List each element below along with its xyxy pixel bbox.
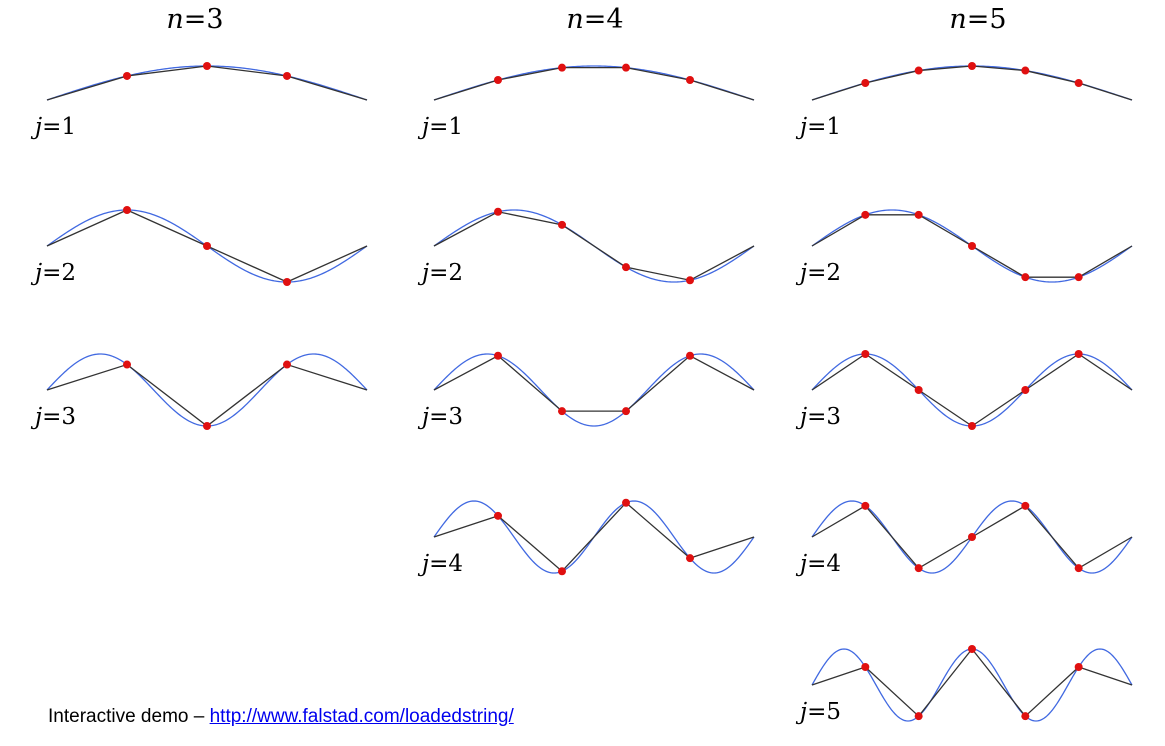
mass-4 (1021, 501, 1030, 510)
mass-2 (203, 242, 211, 250)
mode-plot-n3-j3 (46, 353, 368, 430)
string-segments (433, 67, 755, 101)
standing-wave-curve (433, 65, 755, 101)
mass-4 (1021, 273, 1030, 282)
mass-5 (1074, 273, 1083, 282)
mass-5 (1074, 350, 1083, 358)
mass-1 (861, 210, 870, 219)
mode-label-n5-j3: j=3 (800, 404, 842, 430)
mass-3 (622, 63, 630, 72)
string-segments (46, 65, 368, 101)
mode-plot-n4-j1 (433, 63, 755, 101)
mass-1 (123, 206, 131, 214)
mass-1 (861, 501, 870, 510)
mass-4 (1021, 712, 1030, 721)
mode-plot-n5-j4 (811, 500, 1133, 574)
mass-1 (494, 76, 502, 85)
column-title-n3: n=3 (166, 4, 224, 35)
mass-1 (861, 663, 870, 671)
mass-2 (914, 386, 923, 394)
mass-1 (123, 360, 131, 369)
mass-2 (914, 564, 923, 573)
mass-2 (558, 407, 566, 416)
mass-3 (622, 263, 630, 272)
standing-wave-curve (46, 65, 368, 101)
mass-4 (686, 554, 694, 563)
mode-label-n3-j3: j=3 (35, 404, 77, 430)
mass-3 (283, 360, 291, 369)
mode-label-n4-j3: j=3 (422, 404, 464, 430)
column-title-n4: n=4 (566, 4, 624, 35)
mode-label-n4-j1: j=1 (422, 114, 464, 140)
mode-plot-n4-j3 (433, 351, 755, 427)
mode-plot-n3-j2 (46, 206, 368, 286)
standing-wave-curve (811, 353, 1133, 427)
mass-1 (861, 350, 870, 358)
demo-link[interactable]: http://www.falstad.com/loadedstring/ (209, 706, 514, 727)
standing-wave-curve (433, 353, 755, 427)
mode-label-n3-j2: j=2 (35, 260, 77, 286)
column-title-n5: n=5 (949, 4, 1007, 35)
mass-3 (968, 62, 976, 70)
mass-3 (968, 242, 976, 250)
mass-4 (686, 276, 694, 285)
mass-2 (203, 422, 211, 430)
mass-1 (494, 351, 502, 360)
mass-1 (123, 71, 131, 80)
string-segments (811, 65, 1133, 101)
mass-2 (914, 210, 923, 219)
mass-3 (283, 71, 291, 80)
string-segments (46, 363, 368, 427)
mass-2 (558, 63, 566, 72)
mode-label-n4-j4: j=4 (422, 551, 464, 577)
mass-1 (861, 79, 870, 87)
mass-3 (968, 422, 976, 430)
mode-plot-n5-j2 (811, 209, 1133, 283)
standing-wave-curve (811, 648, 1133, 722)
string-segments (433, 354, 755, 412)
standing-wave-curve (46, 353, 368, 427)
mass-2 (558, 567, 566, 576)
mode-label-n5-j1: j=1 (800, 114, 842, 140)
mass-5 (1074, 79, 1083, 87)
interactive-demo-note: Interactive demo – http://www.falstad.co… (48, 706, 514, 728)
mass-4 (686, 76, 694, 85)
mass-5 (1074, 564, 1083, 573)
mass-3 (622, 407, 630, 416)
demo-prefix-text: Interactive demo – (48, 706, 210, 727)
mass-4 (1021, 66, 1030, 75)
mass-2 (558, 220, 566, 229)
mode-plot-n5-j5 (811, 645, 1133, 722)
mass-3 (622, 498, 630, 507)
string-segments (811, 353, 1133, 427)
mass-5 (1074, 663, 1083, 671)
mass-4 (686, 351, 694, 360)
mass-2 (914, 712, 923, 721)
mass-2 (203, 62, 211, 70)
standing-wave-curve (811, 65, 1133, 101)
mass-3 (283, 278, 291, 286)
mass-1 (494, 207, 502, 216)
mass-4 (1021, 386, 1030, 394)
mass-2 (914, 66, 923, 75)
mass-3 (968, 533, 976, 541)
mode-label-n5-j4: j=4 (800, 551, 842, 577)
mode-plot-n5-j3 (811, 350, 1133, 430)
mode-plot-n3-j1 (46, 62, 368, 101)
mode-plot-n4-j2 (433, 207, 755, 285)
mode-label-n5-j2: j=2 (800, 260, 842, 286)
string-segments (433, 501, 755, 573)
mass-1 (494, 511, 502, 520)
mode-label-n4-j2: j=2 (422, 260, 464, 286)
mode-label-n3-j1: j=1 (35, 114, 77, 140)
mode-plot-n4-j4 (433, 498, 755, 576)
mode-label-n5-j5: j=5 (800, 699, 842, 725)
mass-3 (968, 645, 976, 653)
mode-plot-n5-j1 (811, 62, 1133, 101)
string-segments (433, 211, 755, 281)
